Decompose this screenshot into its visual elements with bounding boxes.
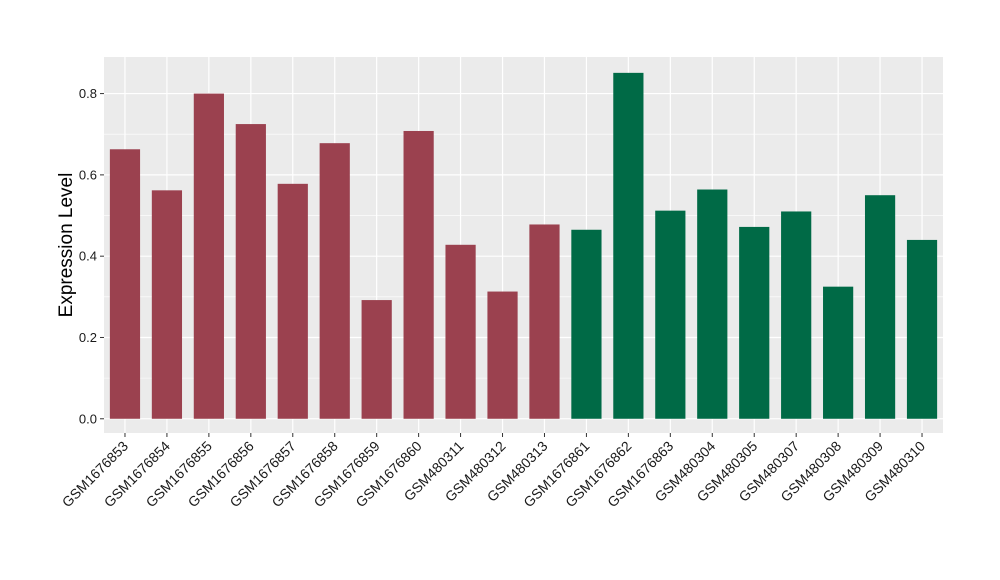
bar-GSM480313 (529, 224, 560, 419)
bar-GSM1676854 (151, 190, 183, 419)
bar-GSM1676858 (319, 143, 350, 419)
bar-GSM480312 (487, 291, 518, 419)
bar-GSM480305 (739, 226, 770, 419)
plot-panel (104, 57, 943, 433)
bar-GSM1676853 (109, 149, 141, 419)
bar-GSM480304 (697, 189, 728, 419)
bar-GSM480309 (864, 195, 896, 419)
bar-GSM1676861 (571, 229, 602, 419)
x-axis: GSM1676853GSM1676854GSM1676855GSM1676856… (59, 433, 928, 510)
bar-GSM480310 (906, 239, 938, 419)
y-tick-label: 0.2 (79, 330, 97, 345)
y-tick-label: 0.0 (79, 411, 97, 426)
y-axis: 0.0 0.2 0.4 0.6 0.8 (79, 86, 104, 426)
bar-GSM480311 (445, 244, 476, 419)
bar-GSM1676855 (193, 93, 224, 419)
bar-GSM1676863 (655, 210, 686, 419)
y-tick-label: 0.6 (79, 167, 97, 182)
bar-GSM1676856 (235, 124, 266, 419)
bar-GSM1676862 (613, 72, 644, 419)
y-tick-label: 0.4 (79, 249, 97, 264)
bar-GSM480307 (781, 211, 812, 419)
bar-GSM1676860 (403, 130, 434, 419)
bar-GSM1676857 (277, 183, 308, 419)
bar-GSM1676859 (361, 300, 392, 419)
bars (109, 72, 938, 419)
y-axis-title: Expression Level (56, 173, 77, 318)
bar-GSM480308 (823, 286, 854, 419)
y-tick-label: 0.8 (79, 86, 97, 101)
